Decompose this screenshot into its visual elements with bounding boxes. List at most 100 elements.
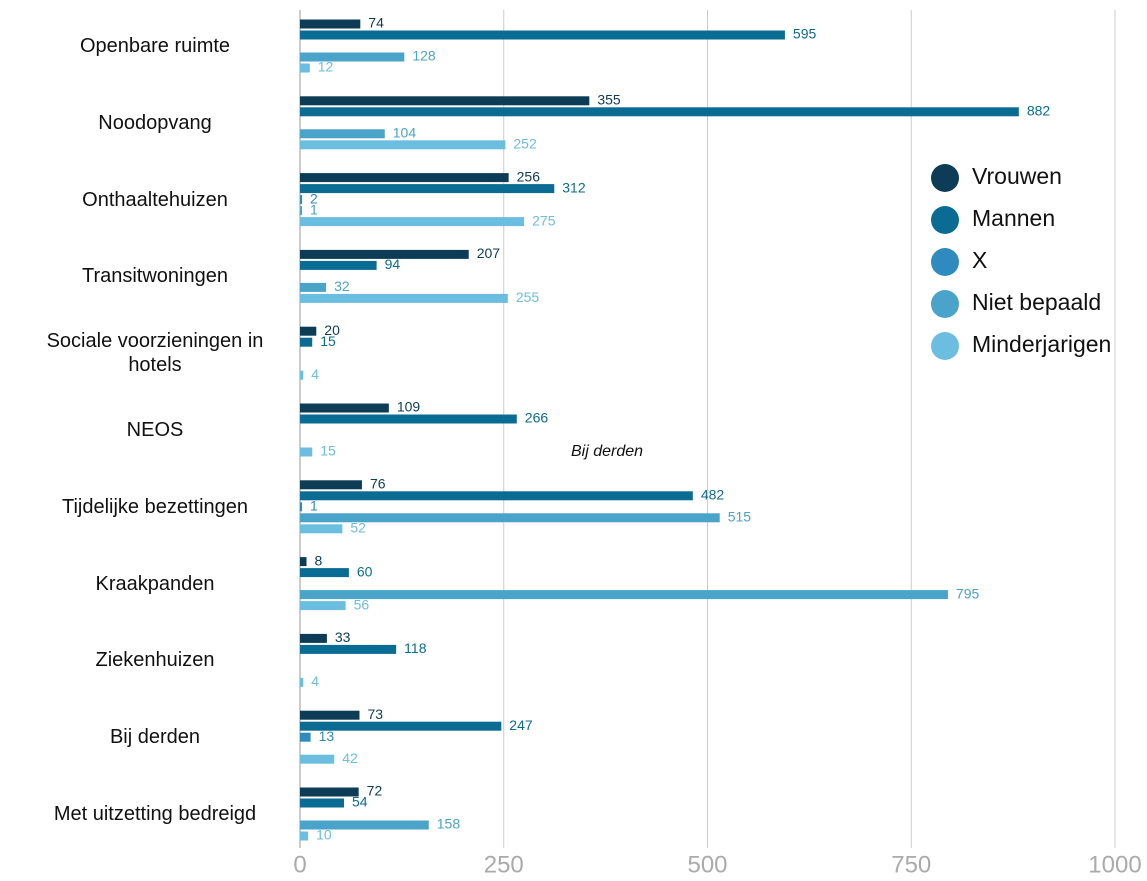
value-label: 20	[324, 322, 340, 338]
value-label: 515	[728, 509, 752, 525]
value-label: 94	[385, 256, 401, 272]
legend-label: X	[972, 247, 987, 273]
bar	[300, 96, 590, 106]
bar	[300, 414, 517, 424]
value-label: 76	[370, 476, 386, 492]
bar	[300, 140, 506, 150]
legend-swatch	[931, 164, 959, 192]
bar	[300, 403, 389, 413]
legend-swatch	[931, 248, 959, 276]
value-label: 1	[310, 498, 318, 514]
bar	[300, 502, 302, 512]
bar	[300, 710, 360, 720]
value-label: 256	[517, 168, 541, 184]
legend-swatch	[931, 290, 959, 318]
bar	[300, 491, 693, 501]
bar	[300, 184, 555, 194]
value-label: 109	[397, 399, 421, 415]
bar	[300, 107, 1019, 117]
x-tick-label: 1000	[1088, 851, 1141, 878]
legend-label: Minderjarigen	[972, 331, 1111, 357]
value-label: 12	[318, 59, 334, 75]
value-label: 158	[437, 816, 461, 832]
value-label: 355	[597, 92, 621, 108]
bar	[300, 260, 377, 270]
bar	[300, 173, 509, 183]
bar	[300, 644, 397, 654]
value-label: 33	[335, 629, 351, 645]
bar	[300, 820, 429, 830]
bar	[300, 633, 327, 643]
bar	[300, 831, 309, 841]
bar	[300, 19, 361, 29]
value-label: 595	[793, 26, 817, 42]
bar	[300, 677, 304, 687]
bar	[300, 195, 302, 205]
legend-label: Vrouwen	[972, 163, 1062, 189]
bar	[300, 787, 359, 797]
value-label: 1	[310, 201, 318, 217]
legend-swatch	[931, 206, 959, 234]
category-label: Noodopvang	[98, 111, 212, 134]
value-label: 42	[342, 750, 358, 766]
value-label: 56	[354, 596, 370, 612]
category-label: Met uitzetting bedreigd	[53, 803, 257, 825]
value-label: 74	[368, 15, 384, 31]
value-label: 15	[320, 443, 336, 459]
value-label: 10	[316, 827, 332, 843]
value-label: 252	[513, 136, 537, 152]
value-label: 482	[701, 487, 725, 503]
bar	[300, 129, 385, 139]
category-label: Kraakpanden	[95, 572, 215, 595]
bar	[300, 52, 405, 62]
value-label: 104	[393, 125, 417, 141]
bar	[300, 206, 302, 216]
bar	[300, 732, 311, 742]
bar	[300, 282, 327, 292]
category-label: Onthaaltehuizen	[82, 188, 228, 211]
value-label: 52	[350, 520, 366, 536]
bar	[300, 798, 345, 808]
bar	[300, 217, 525, 227]
legend-label: Mannen	[972, 205, 1055, 231]
value-label: 882	[1027, 103, 1051, 119]
value-label: 2	[310, 190, 318, 206]
bar	[300, 557, 307, 567]
value-label: 54	[352, 794, 368, 810]
bar	[300, 30, 785, 40]
value-label: 13	[319, 728, 335, 744]
bar	[300, 601, 346, 611]
x-tick-label: 500	[687, 851, 727, 878]
value-label: 207	[477, 245, 501, 261]
bar	[300, 370, 304, 380]
bar	[300, 590, 948, 600]
value-label: 4	[311, 366, 319, 382]
value-label: 4	[311, 673, 319, 689]
category-label: Sociale voorzieningen in hotels	[46, 330, 264, 377]
value-label: 795	[956, 585, 980, 601]
value-label: 275	[532, 212, 556, 228]
bar	[300, 754, 335, 764]
value-label: 247	[509, 717, 533, 733]
value-label: 72	[367, 783, 383, 799]
value-label: 266	[525, 410, 549, 426]
category-label: Transitwoningen	[81, 265, 228, 288]
category-label: Ziekenhuizen	[95, 649, 215, 672]
category-label: Bij derden	[109, 726, 201, 749]
category-label: Tijdelijke bezettingen	[61, 495, 249, 518]
bar	[300, 249, 469, 259]
x-tick-label: 0	[293, 851, 306, 878]
bar	[300, 293, 508, 303]
value-label: 312	[562, 179, 586, 195]
x-tick-label: 750	[891, 851, 931, 878]
value-label: 118	[404, 640, 427, 656]
legend-swatch	[931, 332, 959, 360]
bar	[300, 63, 310, 73]
category-label: Openbare ruimte	[79, 35, 231, 57]
value-label: 128	[412, 48, 436, 64]
value-label: 8	[315, 552, 323, 568]
value-label: 73	[367, 706, 383, 722]
bar	[300, 513, 720, 523]
